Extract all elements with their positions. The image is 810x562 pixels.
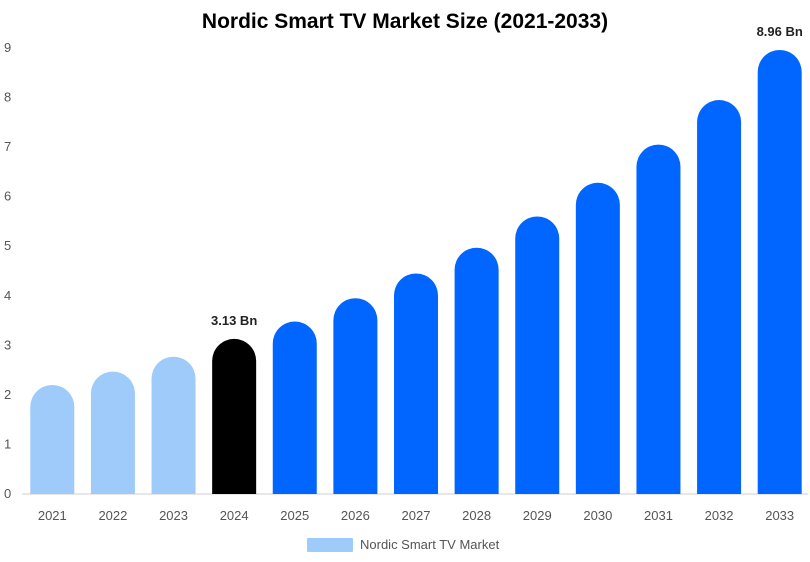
x-tick-label: 2024 [220,508,249,523]
x-tick-label: 2026 [341,508,370,523]
legend-label: Nordic Smart TV Market [360,537,500,552]
y-axis-ticks: 0 1 2 3 4 5 6 7 8 9 [4,40,11,501]
bar-2021 [30,384,75,494]
x-axis-ticks: 2021 2022 2023 2024 2025 2026 2027 2028 2029 2030… [38,508,794,523]
bar-2025 [272,321,317,494]
y-tick-label: 9 [4,40,11,55]
y-tick-label: 6 [4,189,11,204]
bar-2030 [575,182,620,494]
legend-swatch [307,538,353,552]
x-tick-label: 2030 [583,508,612,523]
data-label-2024: 3.13 Bn [211,313,257,328]
data-labels: 3.13 Bn 8.96 Bn [211,24,803,328]
x-tick-label: 2033 [765,508,794,523]
bar-2023 [151,356,196,494]
bar-2033 [757,49,802,494]
y-tick-label: 1 [4,436,11,451]
bars-group [30,49,802,495]
y-tick-label: 8 [4,90,11,105]
data-label-2033: 8.96 Bn [757,24,803,39]
x-tick-label: 2025 [280,508,309,523]
x-tick-label: 2021 [38,508,67,523]
x-tick-label: 2027 [402,508,431,523]
x-tick-label: 2029 [523,508,552,523]
y-tick-label: 5 [4,238,11,253]
y-tick-label: 7 [4,139,11,154]
bar-2032 [697,100,742,495]
y-tick-label: 0 [4,486,11,501]
bar-2031 [636,144,681,494]
x-tick-label: 2032 [705,508,734,523]
bar-2024 [212,338,257,494]
x-tick-label: 2031 [644,508,673,523]
chart-title: Nordic Smart TV Market Size (2021-2033) [201,10,609,33]
y-tick-label: 3 [4,337,11,352]
legend: Nordic Smart TV Market [307,537,500,552]
y-tick-label: 2 [4,387,11,402]
x-tick-label: 2023 [159,508,188,523]
bar-2022 [90,371,135,494]
bar-2029 [515,216,560,494]
bar-2026 [333,298,378,494]
x-tick-label: 2028 [462,508,491,523]
y-tick-label: 4 [4,288,11,303]
bar-2028 [454,247,499,494]
x-tick-label: 2022 [98,508,127,523]
bar-2027 [394,273,438,494]
